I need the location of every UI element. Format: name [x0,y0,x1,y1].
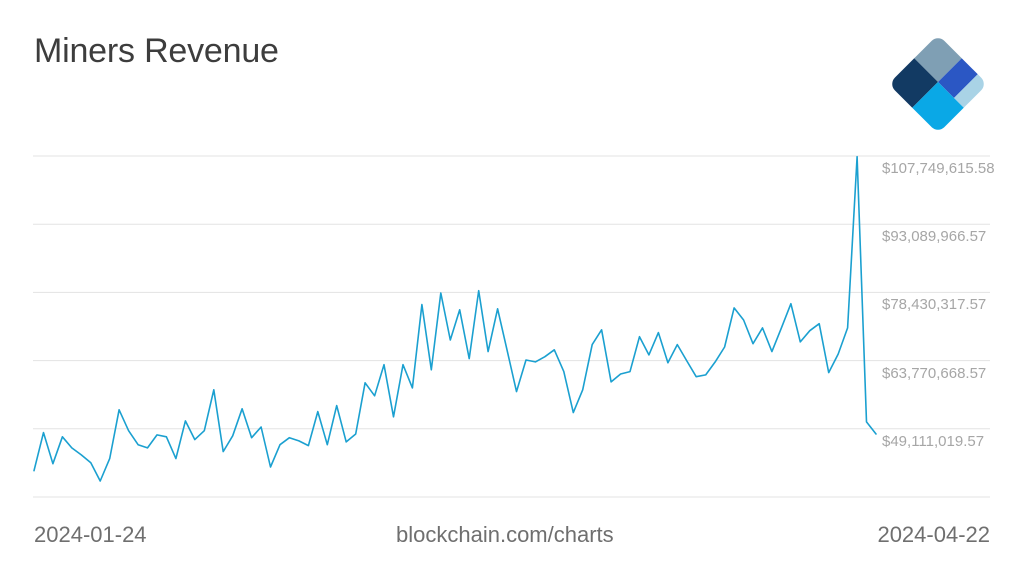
x-axis-end-date: 2024-04-22 [877,522,990,547]
logo-right-tile [938,56,980,98]
y-axis-tick-label: $63,770,668.57 [882,364,987,382]
y-axis-tick-label: $78,430,317.57 [882,296,987,314]
y-axis-tick-label: $49,111,019.57 [882,432,985,450]
x-axis-start-date: 2024-01-24 [34,522,147,547]
chart-title: Miners Revenue [34,32,279,70]
revenue-line [33,155,877,482]
blockchain-logo-icon [888,34,988,134]
gridlines [33,155,990,498]
y-axis-tick-label: $93,089,966.57 [882,228,987,246]
y-axis-tick-label: $107,749,615.58 [882,160,995,177]
logo-bottom-tile [912,82,966,134]
source-link[interactable]: blockchain.com/charts [396,522,614,547]
logo-corner-tile [954,72,988,110]
